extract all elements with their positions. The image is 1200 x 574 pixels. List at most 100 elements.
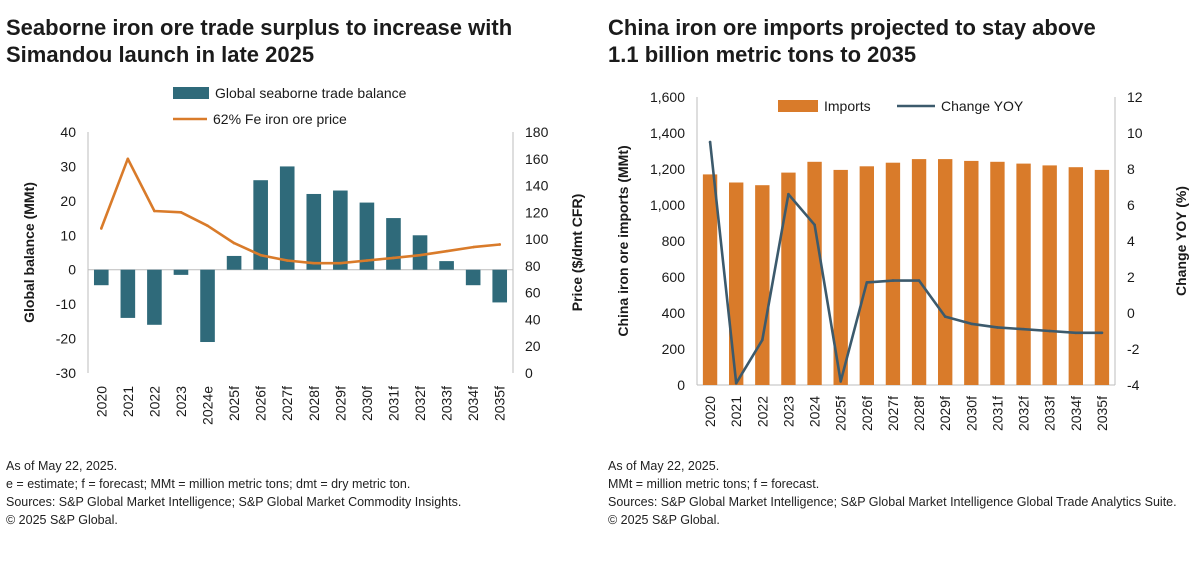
- right-line-series: [708, 140, 1104, 385]
- left-category-label: 2033f: [439, 386, 455, 421]
- right-chart-group: 0 200 400 600 800 1,000 1,200 1,400 1,600 -4 -2 0 2 4…: [615, 89, 1189, 431]
- right-bar-2023: [781, 172, 796, 385]
- right-chart-title: China iron ore imports projected to stay…: [608, 14, 1198, 68]
- right-right-tick-label: -2: [1127, 341, 1140, 357]
- left-bar-2025f: [226, 255, 242, 270]
- right-right-tick-label: 4: [1127, 233, 1135, 249]
- left-line-point-2032f: [418, 253, 422, 257]
- right-note-copyright: © 2025 S&P Global.: [608, 513, 720, 527]
- right-legend-bar-label: Imports: [824, 98, 871, 114]
- right-category-label: 2029f: [937, 396, 953, 431]
- left-right-tick-label: 120: [525, 204, 549, 220]
- left-category-label: 2032f: [412, 386, 428, 421]
- left-note-date: As of May 22, 2025.: [6, 459, 118, 473]
- right-category-label: 2026f: [859, 396, 875, 431]
- right-line-point-2026f: [865, 281, 869, 284]
- left-chart-title: Seaborne iron ore trade surplus to incre…: [6, 14, 596, 68]
- left-right-tick-label: 180: [525, 124, 549, 140]
- right-line-point-2033f: [1048, 329, 1051, 333]
- left-chart-panel: Seaborne iron ore trade surplus to incre…: [6, 14, 596, 529]
- right-left-tick-label: 400: [662, 305, 686, 321]
- left-bar-2022: [147, 269, 162, 325]
- right-category-label: 2020: [702, 396, 718, 427]
- right-category-label: 2028f: [911, 396, 927, 431]
- seaborne-balance-chart: -30 -20 -10 0 10 20 30 40 0 20 40 60 80 100 120 140 160 1…: [21, 85, 585, 425]
- left-right-tick-label: 0: [525, 365, 533, 381]
- right-title-line2: 1.1 billion metric tons to 2035: [608, 42, 917, 67]
- right-left-tick-label: 1,000: [650, 197, 685, 213]
- left-right-tick-label: 140: [525, 178, 549, 194]
- left-category-label: 2026f: [253, 386, 269, 421]
- right-line-point-2021: [734, 381, 738, 385]
- right-category-label: 2024: [807, 396, 823, 427]
- left-bar-2021: [120, 269, 136, 318]
- right-bar-2030f: [964, 160, 979, 385]
- right-right-tick-label: 12: [1127, 89, 1143, 105]
- right-line-point-2025f: [839, 380, 842, 383]
- left-line-point-2024e: [206, 224, 209, 228]
- left-bar-2035f: [492, 269, 508, 303]
- left-footnotes: As of May 22, 2025. e = estimate; f = fo…: [6, 457, 461, 529]
- left-bar-2032f: [412, 235, 428, 270]
- left-title-line2: Simandou launch in late 2025: [6, 42, 315, 67]
- left-bar-2030f: [359, 202, 375, 270]
- left-category-label: 2025f: [226, 386, 242, 421]
- left-note-copyright: © 2025 S&P Global.: [6, 513, 118, 527]
- left-category-label: 2028f: [306, 386, 322, 421]
- left-left-tick-label: 20: [60, 193, 76, 209]
- right-bar-2034f: [1068, 167, 1083, 385]
- right-category-label: 2033f: [1042, 396, 1058, 431]
- right-bar-2035f: [1094, 169, 1110, 385]
- left-left-tick-label: 0: [68, 262, 76, 278]
- right-left-tick-label: 600: [662, 269, 686, 285]
- right-legend-bar-swatch: [778, 100, 818, 112]
- right-bar-2031f: [990, 161, 1005, 385]
- left-bar-2023: [173, 269, 189, 275]
- left-line-point-2031f: [392, 256, 395, 260]
- left-bar-2031f: [386, 218, 401, 270]
- left-bar-2024e: [200, 269, 215, 343]
- left-line-point-2021: [126, 157, 130, 161]
- left-line-point-2025f: [232, 241, 236, 245]
- left-legend-line-label: 62% Fe iron ore price: [213, 111, 347, 127]
- right-bar-2026f: [859, 166, 874, 385]
- left-category-label: 2027f: [279, 386, 295, 421]
- left-title-line1: Seaborne iron ore trade surplus to incre…: [6, 15, 513, 40]
- left-left-tick-label: -30: [56, 365, 76, 381]
- left-category-label: 2022: [146, 386, 162, 417]
- left-right-tick-label: 80: [525, 258, 541, 274]
- right-y2-axis-title: Change YOY (%): [1173, 186, 1189, 296]
- right-line-point-2024: [813, 223, 816, 227]
- right-line-point-2030f: [970, 322, 973, 326]
- left-category-label: 2034f: [465, 386, 481, 421]
- right-line-point-2031f: [996, 326, 999, 329]
- left-legend-bar-label: Global seaborne trade balance: [215, 85, 407, 101]
- left-bar-2034f: [465, 269, 481, 286]
- left-line-point-2034f: [471, 245, 475, 249]
- right-right-tick-label: 10: [1127, 125, 1143, 141]
- right-line-point-2022: [761, 338, 764, 342]
- right-line-point-2029f: [943, 315, 947, 318]
- right-left-tick-label: 1,200: [650, 161, 685, 177]
- right-bar-2020: [702, 174, 718, 385]
- left-right-tick-label: 160: [525, 151, 549, 167]
- left-line-point-2033f: [445, 249, 448, 253]
- left-line-point-2035f: [498, 243, 502, 246]
- left-line-point-2020: [99, 227, 103, 230]
- right-line-point-2035f: [1100, 331, 1104, 335]
- right-bar-2021: [729, 182, 744, 385]
- right-bar-2028f: [911, 159, 927, 385]
- right-left-tick-label: 0: [677, 377, 685, 393]
- left-category-label: 2021: [120, 386, 136, 417]
- right-line-point-2032f: [1022, 327, 1025, 331]
- left-bar-2020: [93, 269, 109, 286]
- china-imports-chart: 0 200 400 600 800 1,000 1,200 1,400 1,600 -4 -2 0 2 4…: [615, 89, 1189, 431]
- right-y-axis-title: China iron ore imports (MMt): [615, 145, 631, 336]
- left-y2-axis-title: Price ($/dmt CFR): [569, 194, 585, 311]
- right-category-label: 2022: [754, 396, 770, 427]
- right-line-point-2027f: [891, 279, 895, 282]
- right-bar-2032f: [1016, 163, 1031, 385]
- right-bar-2033f: [1042, 165, 1057, 385]
- right-category-label: 2030f: [963, 396, 979, 431]
- right-category-label: 2023: [780, 396, 796, 427]
